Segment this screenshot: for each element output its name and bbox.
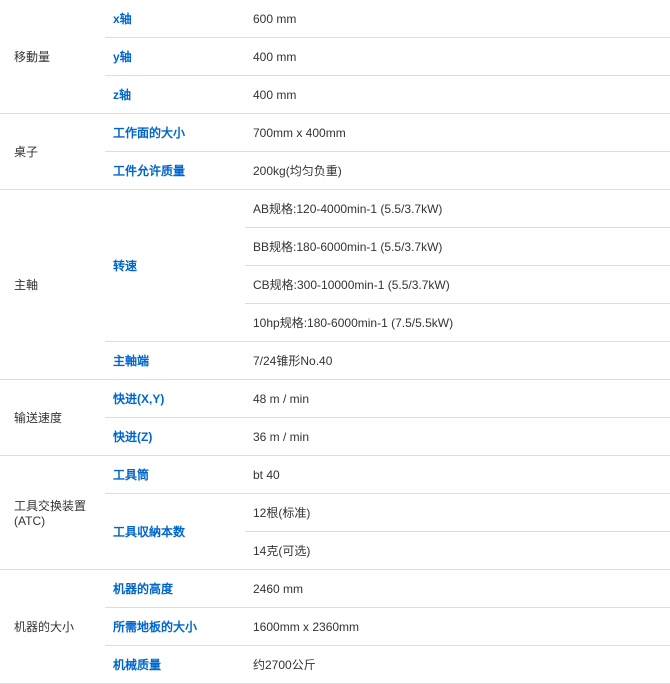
value-cell: 2460 mm: [245, 570, 670, 608]
value-cell: 600 mm: [245, 0, 670, 38]
param-cell: 转速: [105, 190, 245, 342]
category-cell: 机器的大小: [0, 570, 105, 684]
spec-table-body: 移動量x轴600 mmy轴400 mmz轴400 mm桌子工作面的大小700mm…: [0, 0, 670, 684]
value-cell: 48 m / min: [245, 380, 670, 418]
category-cell: 桌子: [0, 114, 105, 190]
value-cell: 1600mm x 2360mm: [245, 608, 670, 646]
table-row: 工具交换装置(ATC)工具筒bt 40: [0, 456, 670, 494]
value-cell: 10hp规格:180-6000min-1 (7.5/5.5kW): [245, 304, 670, 342]
param-cell: x轴: [105, 0, 245, 38]
value-cell: 400 mm: [245, 76, 670, 114]
param-cell: 工件允许质量: [105, 152, 245, 190]
param-cell: 工具筒: [105, 456, 245, 494]
value-cell: bt 40: [245, 456, 670, 494]
value-cell: AB规格:120-4000min-1 (5.5/3.7kW): [245, 190, 670, 228]
value-cell: BB规格:180-6000min-1 (5.5/3.7kW): [245, 228, 670, 266]
value-cell: 400 mm: [245, 38, 670, 76]
category-cell: 输送速度: [0, 380, 105, 456]
param-cell: 工具収納本数: [105, 494, 245, 570]
table-row: 机器的大小机器的高度2460 mm: [0, 570, 670, 608]
param-cell: 快进(Z): [105, 418, 245, 456]
param-cell: 主軸端: [105, 342, 245, 380]
param-cell: 机器的高度: [105, 570, 245, 608]
param-cell: z轴: [105, 76, 245, 114]
value-cell: 200kg(均匀负重): [245, 152, 670, 190]
value-cell: 14克(可选): [245, 532, 670, 570]
value-cell: 700mm x 400mm: [245, 114, 670, 152]
category-cell: 工具交换装置(ATC): [0, 456, 105, 570]
table-row: 桌子工作面的大小700mm x 400mm: [0, 114, 670, 152]
spec-table: 移動量x轴600 mmy轴400 mmz轴400 mm桌子工作面的大小700mm…: [0, 0, 670, 684]
category-cell: 主軸: [0, 190, 105, 380]
value-cell: 36 m / min: [245, 418, 670, 456]
value-cell: 约2700公斤: [245, 646, 670, 684]
param-cell: 工作面的大小: [105, 114, 245, 152]
value-cell: 7/24锥形No.40: [245, 342, 670, 380]
category-cell: 移動量: [0, 0, 105, 114]
table-row: 主軸转速AB规格:120-4000min-1 (5.5/3.7kW): [0, 190, 670, 228]
table-row: 输送速度快进(X,Y)48 m / min: [0, 380, 670, 418]
param-cell: y轴: [105, 38, 245, 76]
value-cell: 12根(标准): [245, 494, 670, 532]
table-row: 移動量x轴600 mm: [0, 0, 670, 38]
value-cell: CB规格:300-10000min-1 (5.5/3.7kW): [245, 266, 670, 304]
param-cell: 快进(X,Y): [105, 380, 245, 418]
param-cell: 机械质量: [105, 646, 245, 684]
param-cell: 所需地板的大小: [105, 608, 245, 646]
